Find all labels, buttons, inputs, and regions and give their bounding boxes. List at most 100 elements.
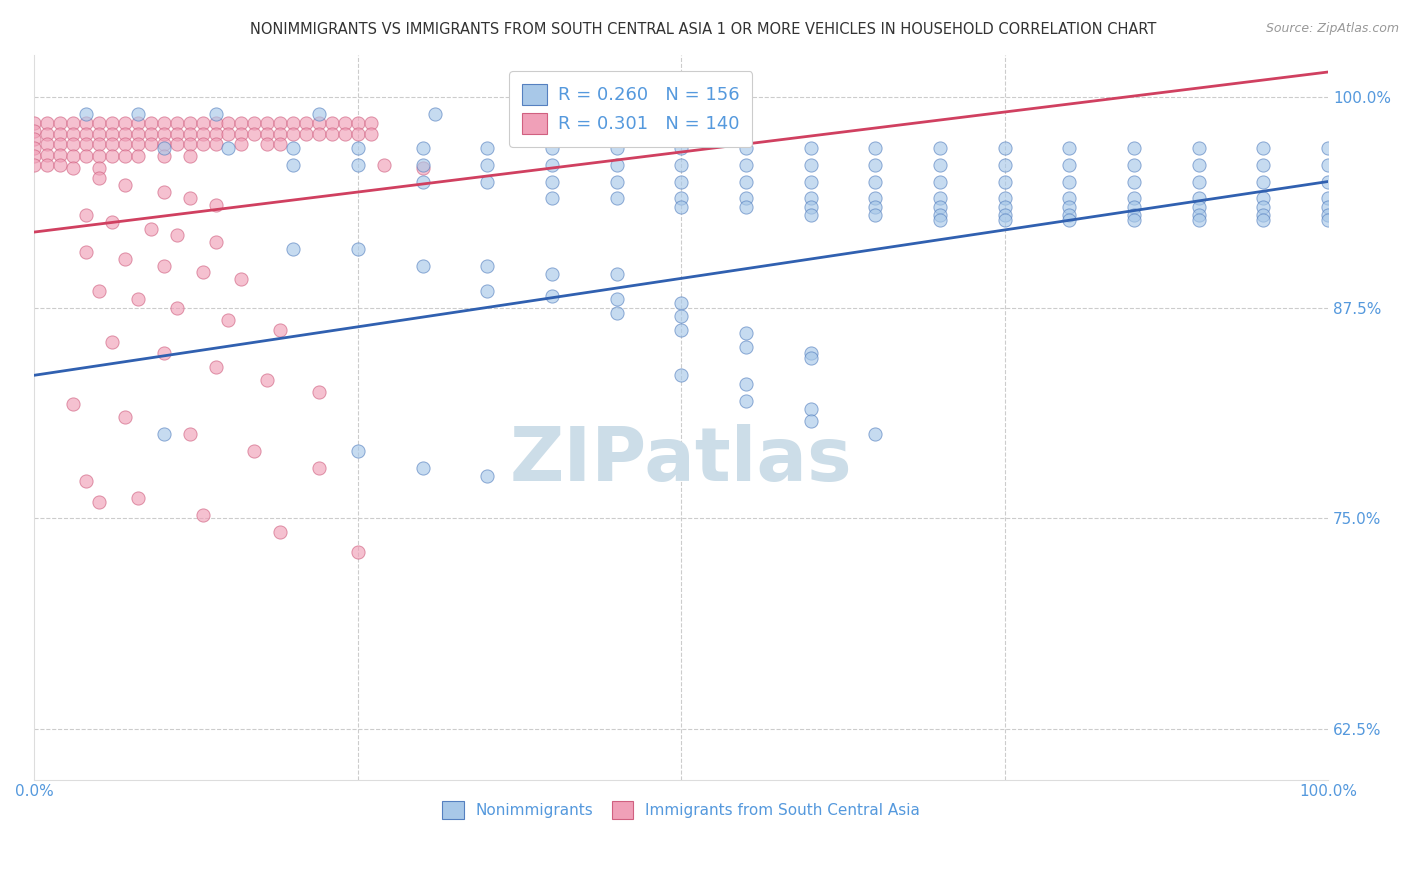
Point: [606, 141, 628, 155]
Point: [87, 149, 110, 163]
Point: [75, 475, 97, 489]
Point: [800, 174, 823, 188]
Point: [127, 491, 149, 506]
Point: [735, 340, 758, 354]
Point: [994, 158, 1017, 172]
Point: [412, 174, 434, 188]
Point: [800, 208, 823, 222]
Point: [321, 128, 343, 142]
Point: [152, 149, 174, 163]
Point: [606, 306, 628, 320]
Point: [1317, 208, 1340, 222]
Point: [127, 293, 149, 307]
Point: [735, 158, 758, 172]
Point: [22, 115, 45, 129]
Point: [800, 401, 823, 416]
Point: [929, 191, 952, 205]
Point: [127, 107, 149, 121]
Point: [865, 200, 887, 214]
Point: [114, 149, 136, 163]
Point: [541, 267, 564, 281]
Point: [1123, 191, 1146, 205]
Point: [22, 141, 45, 155]
Point: [477, 158, 499, 172]
Point: [865, 208, 887, 222]
Point: [1059, 200, 1081, 214]
Point: [865, 191, 887, 205]
Point: [671, 141, 693, 155]
Point: [1253, 208, 1275, 222]
Text: Source: ZipAtlas.com: Source: ZipAtlas.com: [1265, 22, 1399, 36]
Point: [166, 228, 188, 243]
Point: [1317, 158, 1340, 172]
Point: [75, 128, 97, 142]
Point: [477, 259, 499, 273]
Point: [152, 128, 174, 142]
Point: [87, 128, 110, 142]
Point: [1188, 208, 1211, 222]
Point: [1188, 141, 1211, 155]
Point: [1123, 141, 1146, 155]
Point: [1317, 200, 1340, 214]
Point: [22, 158, 45, 172]
Point: [1188, 191, 1211, 205]
Point: [87, 171, 110, 186]
Point: [321, 115, 343, 129]
Point: [22, 149, 45, 163]
Point: [671, 310, 693, 324]
Point: [1059, 174, 1081, 188]
Point: [139, 137, 162, 152]
Point: [127, 115, 149, 129]
Point: [308, 385, 330, 400]
Point: [281, 141, 304, 155]
Point: [87, 284, 110, 298]
Point: [166, 128, 188, 142]
Point: [152, 346, 174, 360]
Point: [37, 137, 59, 152]
Point: [49, 128, 72, 142]
Point: [929, 208, 952, 222]
Point: [269, 524, 291, 539]
Point: [671, 158, 693, 172]
Point: [179, 191, 201, 205]
Point: [75, 208, 97, 222]
Point: [800, 414, 823, 428]
Point: [477, 174, 499, 188]
Point: [243, 115, 266, 129]
Point: [735, 376, 758, 391]
Point: [87, 161, 110, 175]
Point: [412, 161, 434, 175]
Point: [800, 200, 823, 214]
Point: [87, 115, 110, 129]
Point: [541, 191, 564, 205]
Point: [1317, 141, 1340, 155]
Point: [152, 259, 174, 273]
Point: [1188, 174, 1211, 188]
Point: [191, 508, 214, 522]
Point: [62, 115, 84, 129]
Point: [929, 200, 952, 214]
Point: [800, 141, 823, 155]
Point: [37, 147, 59, 161]
Point: [269, 323, 291, 337]
Point: [346, 128, 368, 142]
Point: [994, 174, 1017, 188]
Point: [22, 124, 45, 138]
Point: [1253, 213, 1275, 227]
Point: [179, 149, 201, 163]
Point: [1188, 213, 1211, 227]
Text: NONIMMIGRANTS VS IMMIGRANTS FROM SOUTH CENTRAL ASIA 1 OR MORE VEHICLES IN HOUSEH: NONIMMIGRANTS VS IMMIGRANTS FROM SOUTH C…: [250, 22, 1156, 37]
Point: [166, 137, 188, 152]
Point: [671, 368, 693, 383]
Point: [800, 158, 823, 172]
Point: [281, 128, 304, 142]
Point: [179, 137, 201, 152]
Point: [929, 213, 952, 227]
Point: [929, 158, 952, 172]
Point: [281, 115, 304, 129]
Point: [75, 107, 97, 121]
Point: [231, 137, 253, 152]
Point: [308, 107, 330, 121]
Point: [412, 461, 434, 475]
Point: [346, 545, 368, 559]
